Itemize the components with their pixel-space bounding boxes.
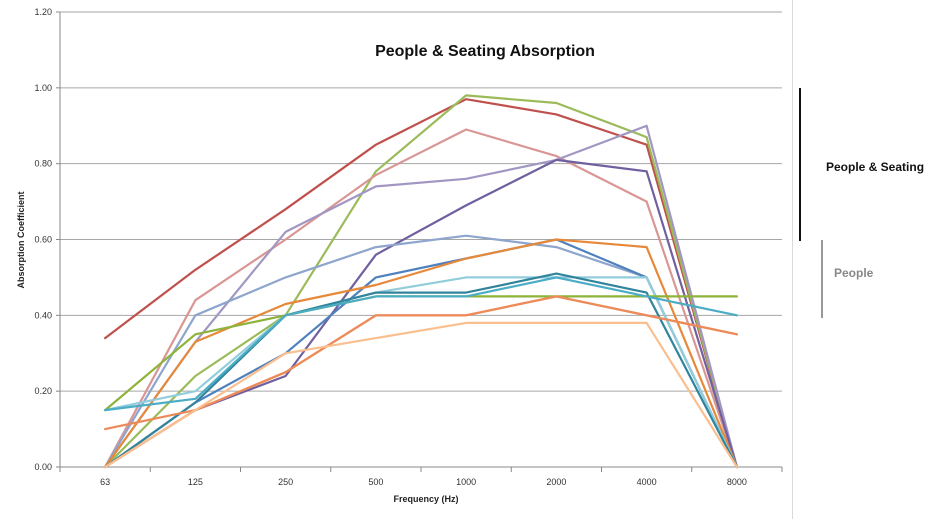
x-tick-label-0: 63 (100, 477, 110, 487)
series-line-0 (103, 98, 739, 469)
tick-labels: 0.00 0.20 0.40 0.60 0.80 1.00 1.20 63 125 250 500 1… (34, 7, 746, 487)
chart-title: People & Seating Absorption (375, 43, 595, 60)
x-tick-label-6: 4000 (637, 477, 657, 487)
gridlines (60, 11, 782, 392)
series-line-11 (103, 276, 739, 412)
y-axis-title: Absorption Coefficient (16, 192, 26, 289)
people-label: People (834, 266, 874, 280)
x-axis-title: Frequency (Hz) (393, 494, 458, 504)
chart-area: 0.00 0.20 0.40 0.60 0.80 1.00 1.20 63 125 250 500 1… (16, 0, 793, 519)
y-tick-label-0: 0.00 (34, 462, 52, 472)
x-tick-label-7: 8000 (727, 477, 747, 487)
y-tick-label-4: 0.80 (34, 159, 52, 169)
y-tick-label-6: 1.20 (34, 7, 52, 17)
y-tick-label-5: 1.00 (34, 83, 52, 93)
series-line-14 (103, 321, 739, 469)
series-line-13 (103, 295, 739, 431)
series-line-6 (103, 238, 739, 469)
x-tick-label-3: 500 (368, 477, 383, 487)
series-line-7 (103, 238, 739, 469)
y-tick-label-3: 0.60 (34, 235, 52, 245)
series-line-8 (103, 276, 739, 469)
y-tick-label-2: 0.40 (34, 310, 52, 320)
x-tick-label-2: 250 (278, 477, 293, 487)
x-tick-label-5: 2000 (546, 477, 566, 487)
people-seating-label: People & Seating (826, 160, 925, 174)
series-lines (103, 94, 739, 469)
series-line-5 (103, 234, 739, 469)
people-seating-bracket (799, 88, 801, 241)
series-line-3 (103, 124, 739, 469)
x-tick-label-1: 125 (188, 477, 203, 487)
series-line-2 (103, 128, 739, 469)
x-tick-label-4: 1000 (456, 477, 476, 487)
series-line-9 (103, 272, 739, 469)
y-tick-label-1: 0.20 (34, 386, 52, 396)
people-bracket (821, 240, 823, 318)
axes (56, 11, 783, 472)
chart-svg: 0.00 0.20 0.40 0.60 0.80 1.00 1.20 63 125 250 500 1… (16, 7, 783, 504)
